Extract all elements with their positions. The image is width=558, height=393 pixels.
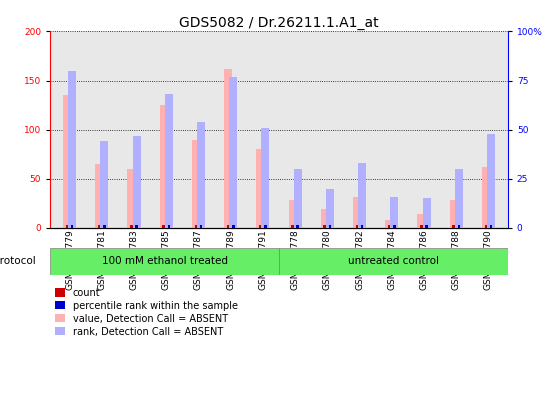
Bar	[66, 225, 68, 228]
Bar	[487, 134, 495, 228]
Bar	[291, 225, 294, 228]
Bar	[95, 164, 103, 228]
Bar	[393, 225, 396, 228]
Bar	[224, 69, 232, 228]
Bar	[200, 225, 203, 228]
Bar	[192, 141, 200, 228]
Bar	[355, 225, 358, 228]
Bar	[388, 225, 391, 228]
Bar	[160, 105, 167, 228]
Bar	[127, 169, 136, 228]
Bar	[262, 128, 270, 228]
Bar	[50, 248, 279, 275]
Bar	[484, 225, 487, 228]
Bar	[425, 225, 428, 228]
Text: protocol: protocol	[0, 256, 36, 266]
Bar	[256, 149, 264, 228]
Bar	[98, 225, 100, 228]
Bar	[422, 198, 431, 228]
Bar	[259, 225, 262, 228]
Bar	[324, 225, 326, 228]
Bar	[71, 225, 74, 228]
Bar	[227, 225, 229, 228]
Bar	[100, 141, 108, 228]
Bar	[130, 225, 133, 228]
Bar	[279, 248, 508, 275]
Bar	[450, 200, 458, 228]
Text: untreated control: untreated control	[348, 256, 439, 266]
Bar	[361, 225, 363, 228]
Bar	[68, 71, 76, 228]
Bar	[321, 209, 329, 228]
Bar	[133, 136, 141, 228]
Bar	[232, 225, 234, 228]
Bar	[264, 225, 267, 228]
Legend: count, percentile rank within the sample, value, Detection Call = ABSENT, rank, : count, percentile rank within the sample…	[55, 288, 238, 336]
Bar	[296, 225, 299, 228]
Bar	[455, 169, 463, 228]
Bar	[385, 220, 393, 228]
Bar	[358, 163, 366, 228]
Bar	[294, 169, 302, 228]
Bar	[420, 225, 423, 228]
Bar	[490, 225, 492, 228]
Bar	[326, 189, 334, 228]
Bar	[195, 225, 197, 228]
Bar	[162, 225, 165, 228]
Bar	[167, 225, 170, 228]
Bar	[165, 94, 173, 228]
Bar	[353, 196, 361, 228]
Bar	[417, 214, 425, 228]
Bar	[103, 225, 105, 228]
Bar	[482, 167, 490, 228]
Bar	[229, 77, 237, 228]
Bar	[458, 225, 460, 228]
Bar	[197, 122, 205, 228]
Bar	[453, 225, 455, 228]
Bar	[288, 200, 296, 228]
Bar	[63, 95, 71, 228]
Bar	[391, 196, 398, 228]
Title: GDS5082 / Dr.26211.1.A1_at: GDS5082 / Dr.26211.1.A1_at	[179, 17, 379, 30]
Text: 100 mM ethanol treated: 100 mM ethanol treated	[102, 256, 228, 266]
Bar	[329, 225, 331, 228]
Bar	[135, 225, 138, 228]
